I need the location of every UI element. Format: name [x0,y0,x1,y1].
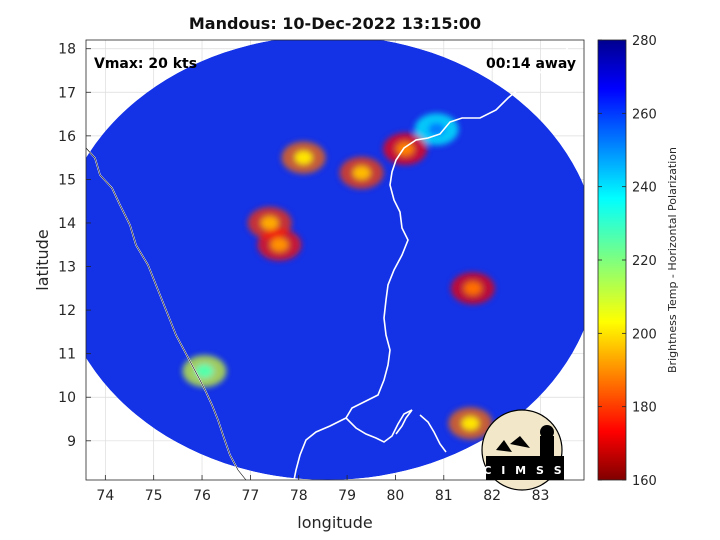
plot-frame [85,39,585,481]
colorbar-tick-label: 240 [632,181,657,196]
feature-core [352,165,371,180]
y-tick-label: 14 [58,216,76,232]
y-tick-label: 16 [58,129,76,145]
x-tick-label: 81 [435,488,453,504]
y-tick-label: 15 [58,172,76,188]
colorbar-label: Brightness Temp - Horizontal Polarizatio… [666,147,679,373]
x-tick-label: 76 [193,488,211,504]
y-tick-label: 13 [58,260,76,276]
east-coastline [293,40,581,480]
microwave-swath [86,40,584,480]
colorbar-tick-label: 220 [632,254,657,269]
brightness-features [182,113,495,440]
x-tick-label: 80 [387,488,405,504]
feature-core [427,122,446,137]
y-axis-label: latitude [33,229,52,290]
colorbar-tick-label: 200 [632,327,657,342]
y-tick-label: 9 [67,434,76,450]
colorbar-tick-label: 260 [632,107,657,122]
feature-core [260,215,279,230]
colorbar-tick-label: 180 [632,401,657,416]
x-tick-label: 77 [241,488,259,504]
vmax-annotation: Vmax: 20 kts [94,56,197,72]
feature-core [294,150,313,165]
y-tick-label: 11 [58,347,76,363]
x-tick-label: 78 [290,488,308,504]
feature-core [270,237,289,252]
x-axis-ticks: 74 75 76 77 78 79 80 81 82 83 [96,475,549,504]
y-axis-ticks: 9 10 11 12 13 14 15 16 17 18 [58,42,91,450]
colorbar-tick-label: 160 [632,474,657,489]
feature-core [195,364,214,379]
x-tick-label: 83 [532,488,550,504]
feature-core [463,281,482,296]
chart-title: Mandous: 10-Dec-2022 13:15:00 [188,14,482,33]
y-tick-label: 17 [58,85,76,101]
feature-core [461,416,480,431]
y-tick-label: 18 [58,42,76,58]
y-tick-label: 10 [58,390,76,406]
logo-text: C I M S S [483,464,564,477]
x-tick-label: 82 [483,488,501,504]
colorbar-ticks: 160 180 200 220 240 260 280 [598,34,657,489]
x-axis-label: longitude [297,513,372,532]
colorbar [597,39,627,481]
y-tick-label: 12 [58,303,76,319]
island-coast [419,414,447,453]
colorbar-tick-label: 280 [632,34,657,49]
x-tick-label: 75 [145,488,163,504]
coastline-inner [86,147,247,480]
time-away-annotation: 00:14 away [486,56,576,72]
x-tick-label: 74 [96,488,114,504]
cimss-logo: C I M S S [481,409,564,491]
x-tick-label: 79 [338,488,356,504]
